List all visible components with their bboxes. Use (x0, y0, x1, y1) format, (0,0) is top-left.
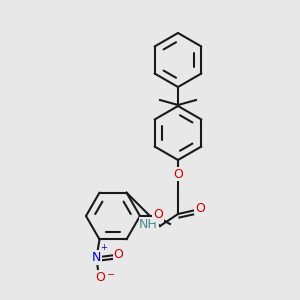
Text: +: + (100, 243, 107, 252)
Text: O: O (173, 167, 183, 181)
Text: −: − (106, 270, 115, 280)
Text: O: O (153, 208, 163, 221)
Text: O: O (114, 248, 123, 261)
Text: O: O (195, 202, 205, 214)
Text: NH: NH (139, 218, 158, 230)
Text: O: O (96, 271, 105, 284)
Text: N: N (92, 251, 101, 264)
